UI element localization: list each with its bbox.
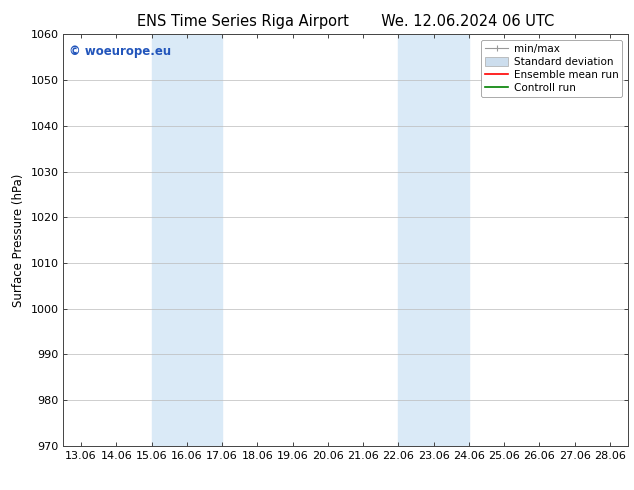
Text: © woeurope.eu: © woeurope.eu: [69, 45, 171, 58]
Bar: [152, 34, 222, 446]
Legend: min/max, Standard deviation, Ensemble mean run, Controll run: min/max, Standard deviation, Ensemble me…: [481, 40, 623, 97]
Title: ENS Time Series Riga Airport       We. 12.06.2024 06 UTC: ENS Time Series Riga Airport We. 12.06.2…: [137, 14, 554, 29]
Bar: [398, 34, 469, 446]
Y-axis label: Surface Pressure (hPa): Surface Pressure (hPa): [12, 173, 25, 307]
